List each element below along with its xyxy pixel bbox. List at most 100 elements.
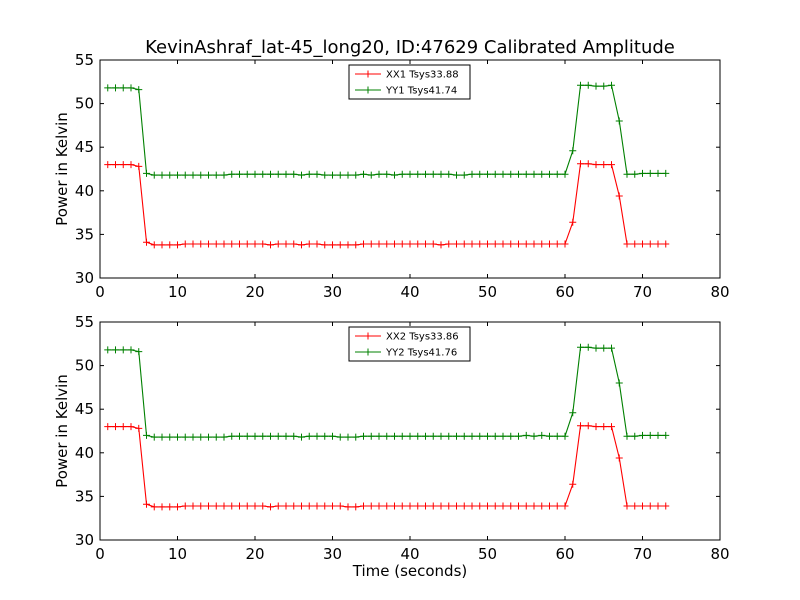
data-point	[243, 240, 251, 248]
data-point	[491, 170, 499, 178]
data-point	[329, 432, 336, 440]
data-point	[274, 432, 282, 440]
data-point	[414, 170, 422, 178]
data-point	[398, 502, 406, 510]
data-point	[615, 192, 623, 200]
data-point	[352, 503, 360, 511]
data-point	[166, 171, 174, 179]
data-point	[220, 433, 228, 441]
data-point	[631, 502, 639, 510]
data-point	[398, 240, 406, 248]
data-point	[321, 502, 329, 510]
y-axis-label: Power in Kelvin	[53, 112, 71, 226]
data-point	[515, 240, 522, 248]
data-point	[546, 170, 553, 178]
data-point	[476, 170, 484, 178]
data-point	[406, 240, 414, 248]
data-point	[577, 81, 584, 89]
data-point	[569, 480, 577, 488]
x-tick-label: 30	[323, 545, 342, 563]
data-point	[491, 432, 499, 440]
data-point	[615, 117, 623, 125]
data-point	[290, 170, 298, 178]
legend-label: YY1 Tsys41.74	[385, 86, 457, 97]
data-point	[150, 171, 158, 179]
data-point	[569, 218, 577, 226]
data-point	[522, 170, 530, 178]
y-tick-label: 35	[75, 225, 94, 243]
data-point	[174, 433, 181, 441]
data-point	[197, 502, 205, 510]
data-point	[623, 170, 631, 178]
x-tick-label: 40	[400, 283, 419, 301]
data-point	[282, 240, 290, 248]
data-point	[491, 502, 499, 510]
data-point	[150, 241, 158, 249]
data-point	[608, 161, 615, 169]
x-tick-label: 40	[400, 545, 419, 563]
data-point	[546, 502, 553, 510]
data-point	[135, 424, 143, 432]
data-point	[553, 240, 561, 248]
data-point	[181, 240, 189, 248]
legend-box	[348, 326, 471, 362]
data-point	[127, 84, 135, 92]
data-point	[282, 170, 290, 178]
data-point	[189, 433, 197, 441]
data-point	[158, 241, 166, 249]
data-point	[507, 502, 515, 510]
data-point	[476, 432, 484, 440]
chart-title: KevinAshraf_lat-45_long20, ID:47629 Cali…	[145, 37, 675, 58]
data-point	[584, 422, 592, 430]
data-point	[569, 147, 577, 155]
legend: XX1 Tsys33.88 YY1 Tsys41.74	[348, 64, 471, 100]
data-point	[414, 502, 422, 510]
data-point	[646, 240, 654, 248]
data-point	[561, 240, 569, 248]
data-point	[414, 240, 422, 248]
data-point	[391, 171, 398, 179]
data-point	[460, 240, 468, 248]
data-point	[143, 500, 150, 508]
data-point	[406, 432, 414, 440]
data-point	[398, 432, 406, 440]
data-point	[243, 502, 251, 510]
data-point	[484, 240, 491, 248]
data-point	[274, 170, 282, 178]
data-point	[313, 170, 321, 178]
y-axis-label: Power in Kelvin	[53, 374, 71, 488]
data-point	[174, 241, 181, 249]
data-point	[150, 503, 158, 511]
data-point	[329, 241, 336, 249]
x-tick-label: 20	[245, 283, 264, 301]
x-tick-label: 70	[633, 545, 652, 563]
data-point	[181, 502, 189, 510]
data-point	[406, 170, 414, 178]
data-point	[367, 240, 375, 248]
data-point	[453, 240, 460, 248]
data-point	[298, 433, 305, 441]
data-point	[538, 170, 546, 178]
data-point	[329, 502, 336, 510]
x-tick-label: 0	[95, 283, 105, 301]
data-point	[422, 432, 429, 440]
data-point	[220, 502, 228, 510]
data-point	[220, 240, 228, 248]
data-point	[623, 432, 631, 440]
data-point	[127, 346, 135, 354]
data-point	[251, 432, 259, 440]
data-point	[267, 241, 274, 249]
data-point	[305, 170, 313, 178]
data-point	[166, 241, 174, 249]
data-point	[453, 432, 460, 440]
legend-box	[348, 64, 471, 100]
data-point	[398, 170, 406, 178]
data-point	[336, 433, 344, 441]
data-point	[546, 432, 553, 440]
data-point	[608, 344, 615, 352]
data-point	[228, 240, 236, 248]
data-point	[507, 432, 515, 440]
data-point	[367, 502, 375, 510]
data-point	[538, 431, 546, 439]
data-point	[437, 241, 445, 249]
